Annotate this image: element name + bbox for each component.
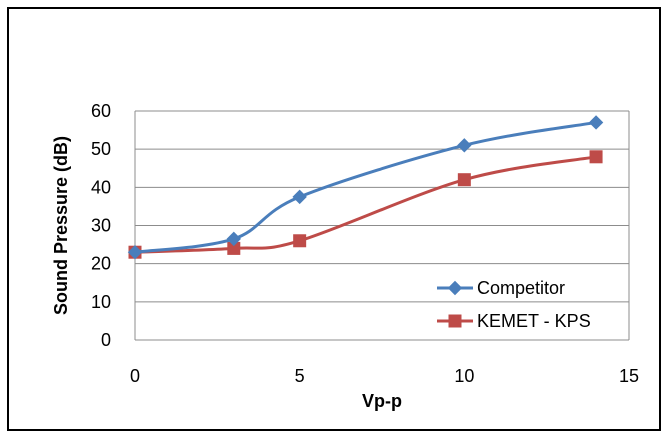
x-axis-title: Vp-p	[362, 391, 402, 411]
y-tick-label: 50	[91, 139, 111, 159]
chart-frame	[7, 7, 661, 431]
y-tick-label: 0	[101, 330, 111, 350]
gridlines	[134, 110, 630, 341]
data-point-marker	[293, 234, 307, 248]
data-point-marker	[127, 245, 143, 260]
series-kemet-kps	[128, 150, 603, 259]
series-layer	[127, 115, 604, 260]
data-point-marker	[292, 189, 307, 205]
x-tick-label: 10	[454, 366, 474, 386]
data-point-marker	[589, 150, 603, 164]
x-tick-label: 5	[295, 366, 305, 386]
y-axis-tick-labels: 0 10 20 30 40 50 60	[91, 101, 111, 350]
series-competitor	[127, 115, 604, 260]
data-point-marker	[457, 173, 471, 187]
legend-entry: Competitor	[437, 278, 565, 298]
x-tick-label: 0	[130, 366, 140, 386]
y-axis-title: Sound Pressure (dB)	[51, 136, 71, 315]
data-point-marker	[588, 115, 604, 130]
x-tick-label: 15	[619, 366, 639, 386]
series-line	[133, 120, 598, 254]
y-tick-label: 60	[91, 101, 111, 121]
data-point-marker	[226, 231, 242, 247]
legend-marker	[448, 314, 462, 328]
data-point-marker	[457, 138, 472, 153]
legend-label: KEMET - KPS	[477, 311, 591, 331]
y-tick-label: 30	[91, 216, 111, 236]
y-tick-label: 20	[91, 254, 111, 274]
legend: Competitor KEMET - KPS	[437, 278, 591, 331]
series-line	[133, 155, 598, 254]
x-axis-tick-labels: 0 5 10 15	[130, 366, 639, 386]
legend-marker	[447, 280, 463, 296]
y-tick-label: 40	[91, 177, 111, 197]
legend-entry: KEMET - KPS	[437, 311, 591, 331]
y-tick-label: 10	[91, 292, 111, 312]
legend-label: Competitor	[477, 278, 565, 298]
